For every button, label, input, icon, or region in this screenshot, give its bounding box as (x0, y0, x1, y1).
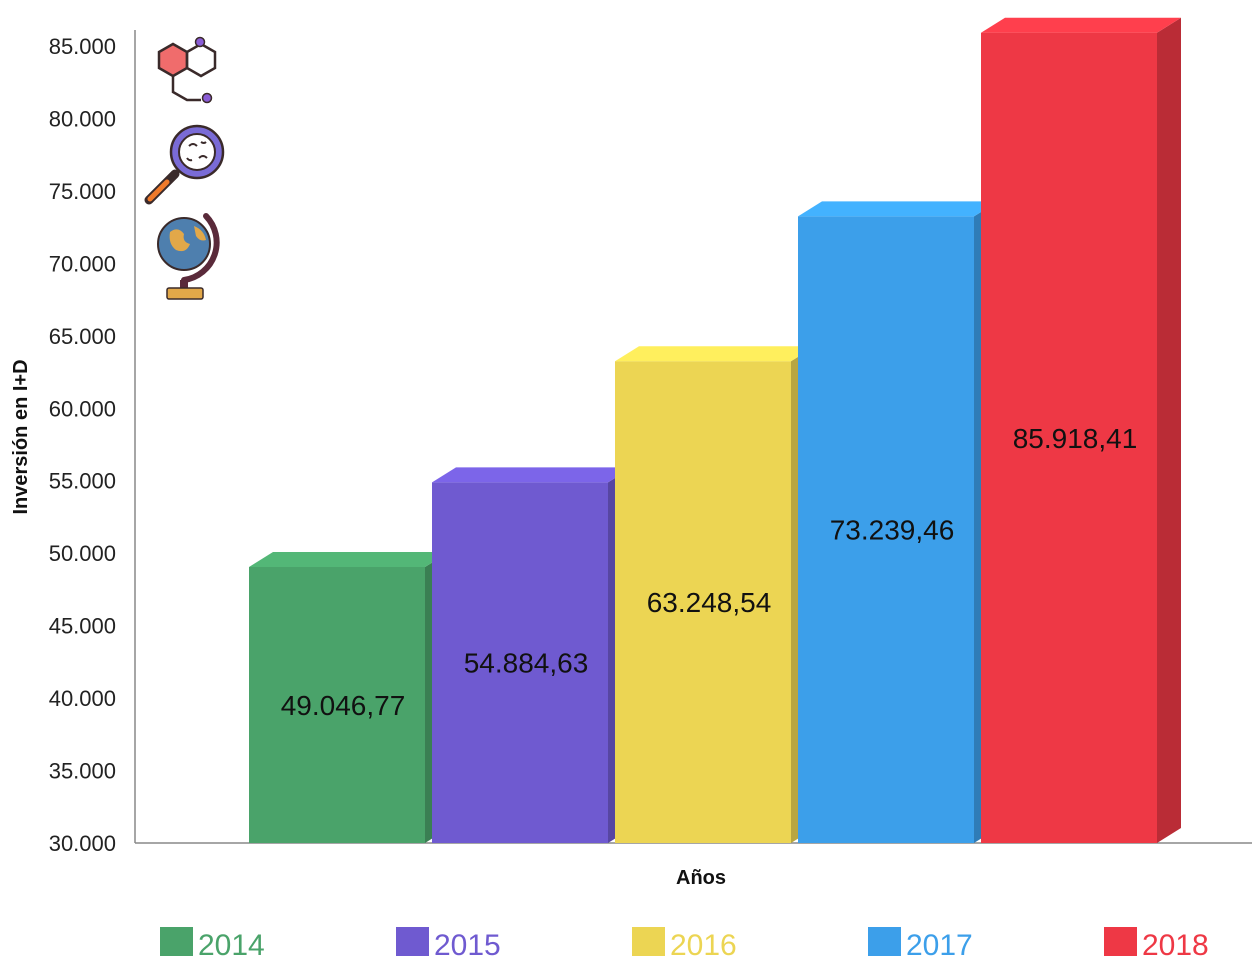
legend-label: 2015 (434, 929, 501, 957)
magnifier-bacteria-icon (144, 124, 225, 205)
y-ticks: 30.000 35.000 40.000 45.000 50.000 55.000 60.0… (49, 34, 116, 856)
bar-top (615, 346, 815, 362)
legend-item-2017: 2017 (868, 927, 973, 957)
bar-front (249, 566, 425, 843)
legend-swatch (632, 927, 665, 956)
legend-label: 2016 (670, 929, 737, 957)
bars (249, 17, 1181, 844)
molecule-icon (157, 36, 217, 104)
bar-top (981, 17, 1181, 33)
y-tick-label: 60.000 (49, 396, 116, 421)
legend-swatch (160, 927, 193, 956)
x-axis-title: Años (676, 867, 726, 889)
bar-front (615, 361, 791, 843)
bar-top (249, 551, 449, 567)
legend-swatch (396, 927, 429, 956)
y-tick-label: 55.000 (49, 469, 116, 494)
y-tick-label: 40.000 (49, 686, 116, 711)
bar-value-label: 49.046,77 (281, 690, 406, 721)
bar-top (432, 467, 632, 483)
y-tick-label: 45.000 (49, 614, 116, 639)
legend-label: 2014 (198, 929, 265, 957)
legend: 2014 2015 2016 2017 2018 (160, 927, 1209, 957)
legend-label: 2017 (906, 929, 973, 957)
y-tick-label: 65.000 (49, 324, 116, 349)
bar-2018 (981, 17, 1181, 843)
y-tick-label: 35.000 (49, 759, 116, 784)
bar-value-label: 85.918,41 (1013, 423, 1138, 454)
bar-value-label: 63.248,54 (647, 587, 772, 618)
bar-front (432, 482, 608, 843)
legend-item-2018: 2018 (1104, 927, 1209, 957)
legend-item-2015: 2015 (396, 927, 501, 957)
y-tick-label: 75.000 (49, 179, 116, 204)
legend-label: 2018 (1142, 929, 1209, 957)
globe-icon (157, 213, 220, 300)
y-tick-label: 70.000 (49, 251, 116, 276)
legend-item-2016: 2016 (632, 927, 737, 957)
y-tick-label: 80.000 (49, 106, 116, 131)
bar-value-label: 54.884,63 (464, 648, 589, 679)
bar-front (798, 216, 974, 844)
bar-value-label: 73.239,46 (830, 515, 955, 546)
bar-front (981, 32, 1157, 843)
y-tick-label: 30.000 (49, 831, 116, 856)
y-tick-label: 50.000 (49, 541, 116, 566)
bar-top (798, 201, 998, 217)
legend-item-2014: 2014 (160, 927, 265, 957)
bar-side (1157, 17, 1181, 843)
legend-swatch (1104, 927, 1137, 956)
y-tick-label: 85.000 (49, 34, 116, 59)
bar-value-labels: 49.046,77 54.884,63 63.248,54 73.239,46 85.9… (281, 423, 1138, 721)
legend-swatch (868, 927, 901, 956)
y-axis-title: Inversión en I+D (10, 359, 32, 514)
